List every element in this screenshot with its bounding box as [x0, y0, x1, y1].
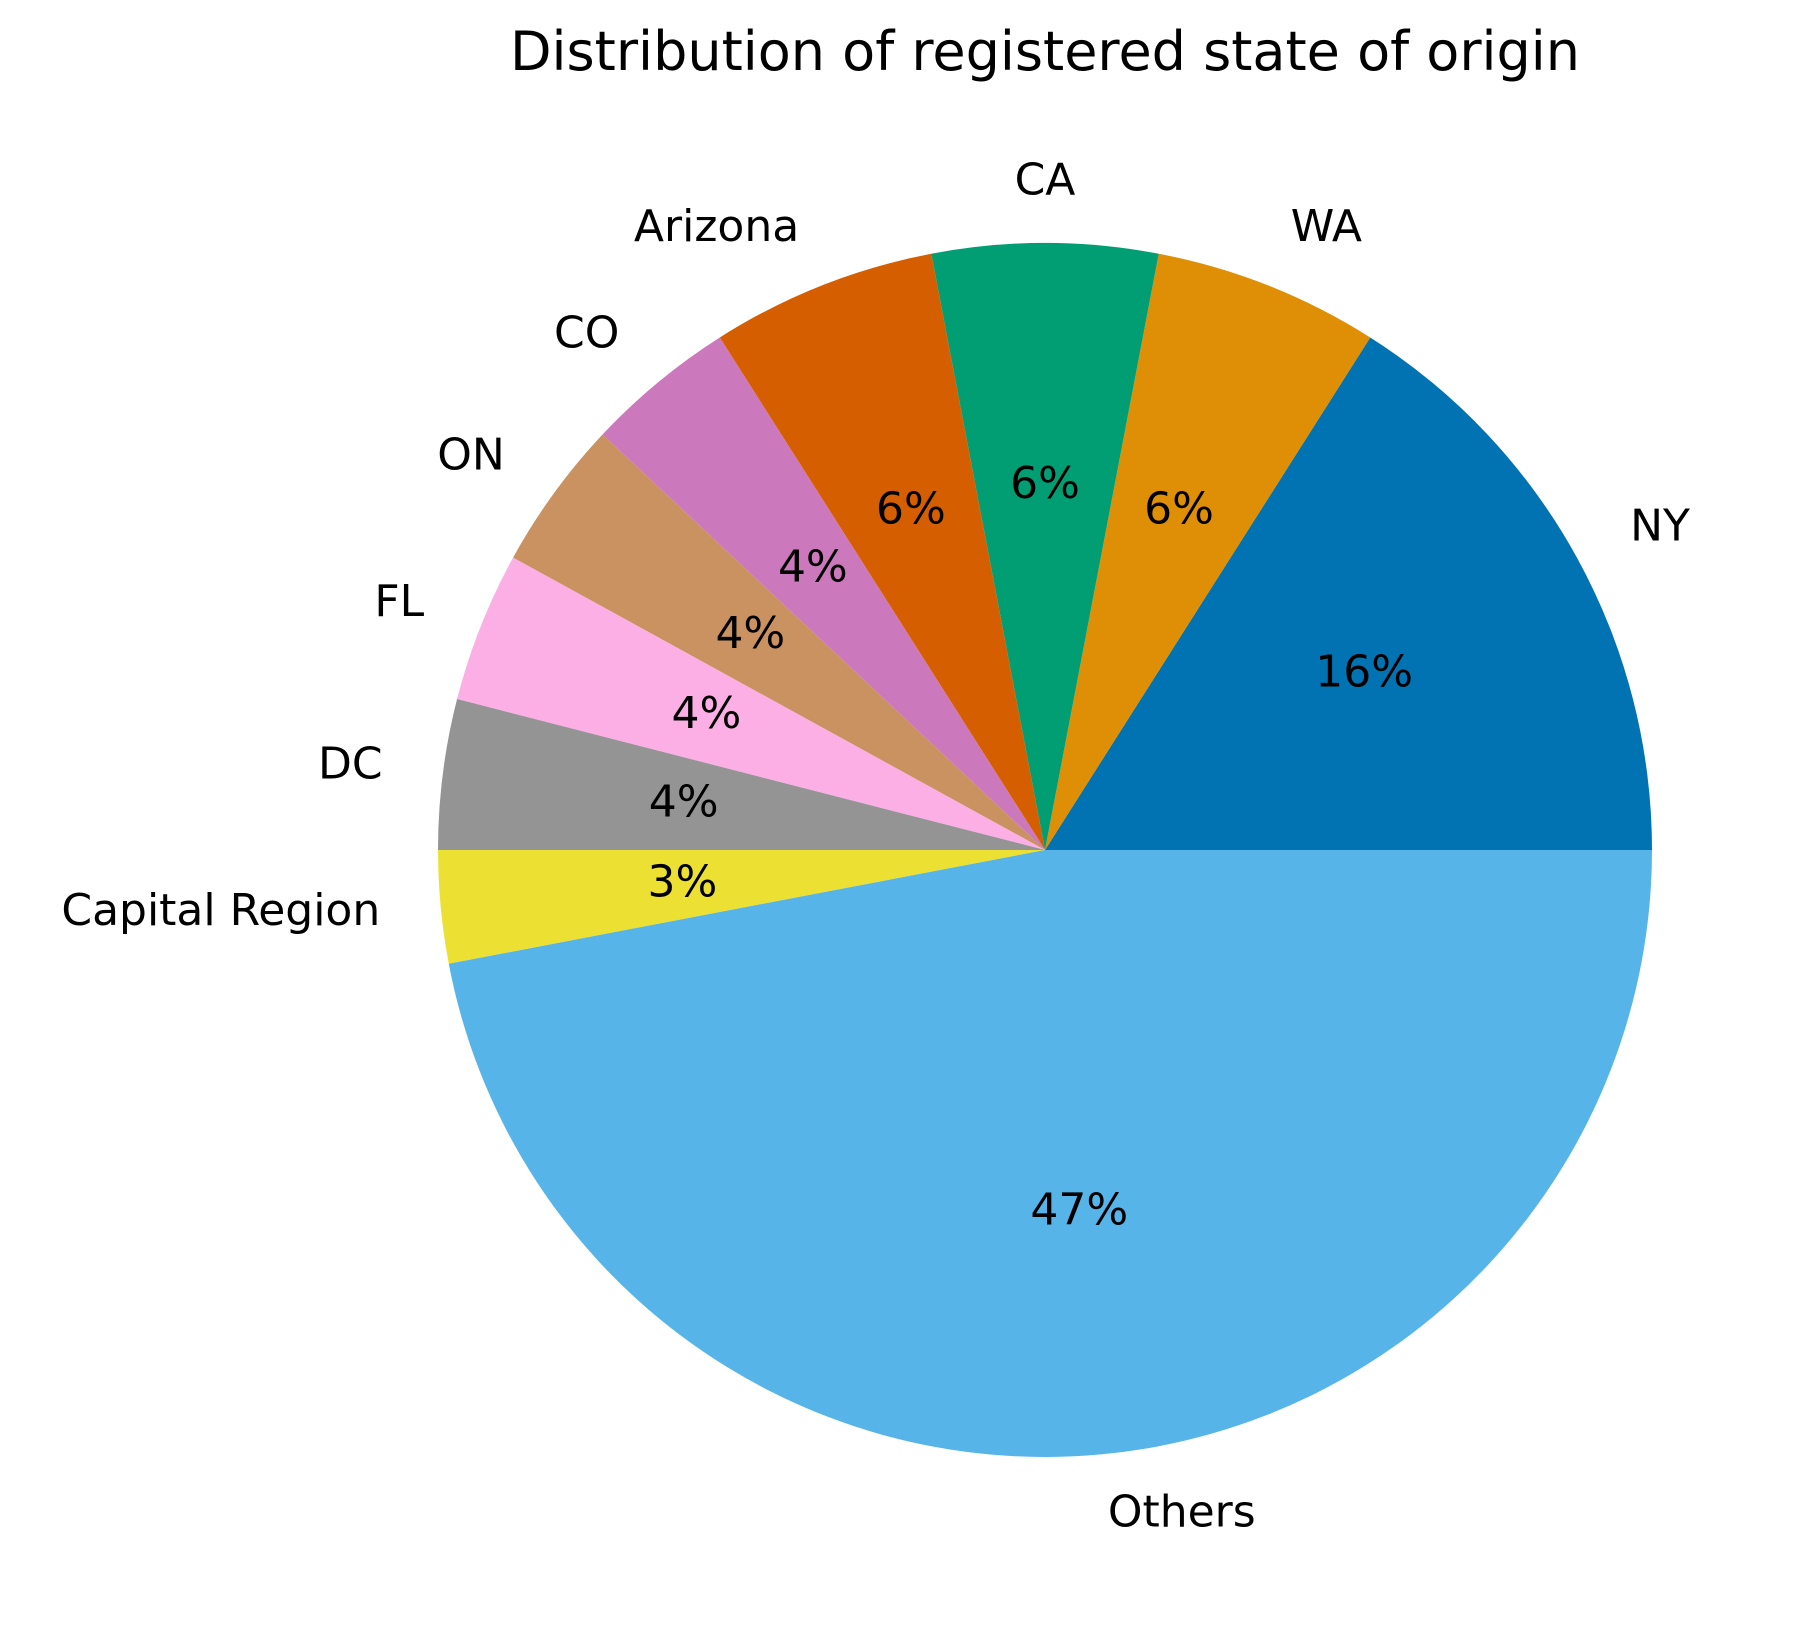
pie-slice-others: [448, 850, 1652, 1457]
slice-label-arizona: Arizona: [634, 201, 799, 252]
pie-slice-on: [513, 434, 1045, 850]
slice-label-wa: WA: [1291, 201, 1362, 252]
slice-percent-wa: 6%: [1144, 483, 1214, 534]
slice-label-on: ON: [437, 430, 505, 481]
pie-slice-arizona: [719, 253, 1045, 850]
pie-slice-dc: [438, 699, 1045, 850]
pie-slice-fl: [457, 557, 1045, 850]
pie-slice-ca: [931, 243, 1159, 850]
pie-slice-ny: [1045, 337, 1652, 851]
slice-label-others: Others: [1108, 1487, 1256, 1538]
slice-percent-capital-region: 3%: [648, 856, 718, 907]
labels-layer: NY 16% WA 6% CA 6% Arizona 6% CO 4% ON 4% FL 4% DC 4% Ca…: [61, 154, 1690, 1537]
slice-percent-co: 4%: [778, 541, 848, 592]
chart-title: Distribution of registered state of orig…: [510, 20, 1580, 83]
slice-label-dc: DC: [318, 738, 383, 789]
slice-percent-ny: 16%: [1315, 647, 1413, 698]
slice-percent-dc: 4%: [649, 776, 719, 827]
slice-percent-on: 4%: [715, 608, 785, 659]
slice-percent-fl: 4%: [671, 688, 741, 739]
pie-slice-co: [602, 337, 1045, 851]
pie-slice-wa: [1045, 253, 1371, 850]
slices-layer: [438, 243, 1652, 1457]
slice-percent-arizona: 6%: [876, 483, 946, 534]
slice-label-ca: CA: [1015, 154, 1076, 205]
slice-percent-others: 47%: [1030, 1185, 1128, 1236]
slice-label-fl: FL: [374, 576, 424, 627]
slice-percent-ca: 6%: [1010, 458, 1080, 509]
slice-label-co: CO: [554, 308, 619, 359]
slice-label-capital-region: Capital Region: [61, 885, 380, 936]
slice-label-ny: NY: [1630, 500, 1690, 551]
pie-slice-capital-region: [438, 850, 1045, 964]
